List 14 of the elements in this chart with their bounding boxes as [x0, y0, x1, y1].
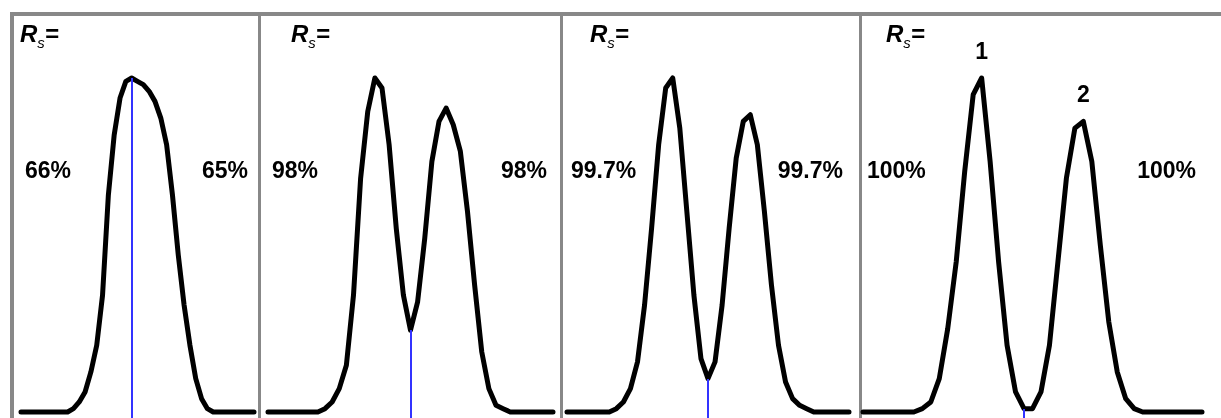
annotation: 66% — [25, 156, 72, 183]
chart-title: R$_{s}$= — [886, 20, 925, 51]
annotation: 99.7% — [571, 156, 637, 183]
chart-title: R$_{s}$= — [590, 20, 629, 51]
text: 1 — [975, 37, 989, 64]
annotation: 65% — [201, 156, 248, 183]
annotation: 99.7% — [777, 156, 843, 183]
chart-title: R$_{s}$= — [291, 20, 330, 51]
annotation: 98% — [500, 156, 547, 183]
annotation: 98% — [272, 156, 319, 183]
chart-title: R$_{s}$= — [20, 20, 59, 51]
annotation: 100% — [867, 156, 926, 183]
annotation: 100% — [1137, 156, 1196, 183]
annotation: 2 — [1076, 81, 1090, 108]
